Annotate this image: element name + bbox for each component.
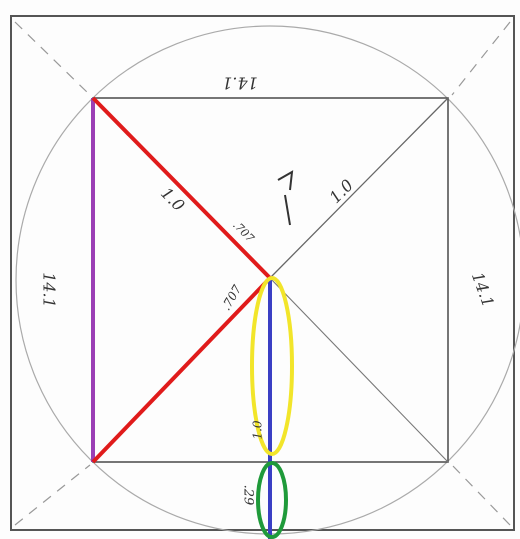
arrow-sketch: [277, 170, 294, 226]
dash-line: [451, 464, 511, 526]
bottom-label: .29: [241, 485, 256, 506]
yellow-ellipse: [250, 276, 294, 456]
blue-label: 1.0: [251, 420, 265, 439]
red-diagonal-upper: [91, 96, 272, 280]
corner-dashes: [14, 21, 511, 526]
dash-line: [451, 21, 511, 96]
green-ellipse: [256, 461, 288, 539]
red-diagonal-lower: [91, 276, 272, 464]
diagonal-lower-right: [269, 277, 449, 463]
top-label: 14.1: [222, 74, 258, 93]
left-label: 14.1: [40, 272, 59, 308]
diagonal-upper-right: [269, 97, 449, 279]
dash-line: [14, 464, 91, 526]
